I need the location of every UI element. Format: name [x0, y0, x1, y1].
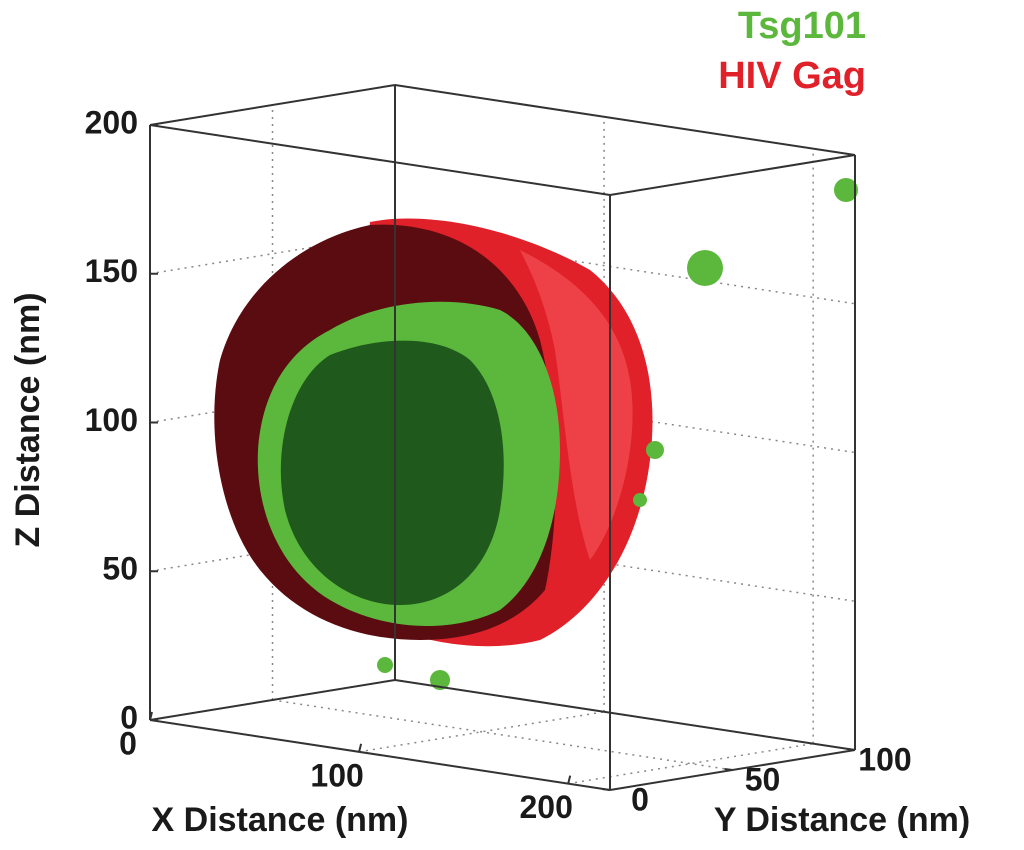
x-tick-label: 200: [519, 789, 572, 825]
box-edge: [394, 679, 856, 751]
gag-highlight: [520, 250, 633, 560]
legend-entry: Tsg101: [738, 5, 866, 47]
tsg101-speck: [646, 441, 664, 459]
tsg101-speck: [687, 250, 723, 286]
x-axis-label: X Distance (nm): [152, 801, 409, 839]
y-tick-label: 100: [858, 741, 911, 777]
box-edge: [149, 84, 396, 126]
z-tick-label: 150: [85, 253, 138, 289]
z-tick-label: 100: [85, 402, 138, 438]
z-axis-label: Z Distance (nm): [9, 292, 47, 547]
tsg101-speck: [633, 493, 647, 507]
axes-box: 0 50 100 150 200 0 100 200 0 50 100: [85, 84, 912, 825]
box-edge: [609, 154, 856, 196]
z-tick-label: 0: [120, 699, 138, 735]
z-tick-label: 50: [102, 551, 138, 587]
x-tick-label: 0: [119, 725, 137, 761]
y-axis-label: Y Distance (nm): [714, 801, 970, 839]
z-tick-label: 200: [85, 104, 138, 140]
tsg101-speck: [430, 670, 450, 690]
legend: Tsg101 HIV Gag: [718, 5, 866, 97]
tsg101-speck: [377, 657, 393, 673]
x-tick-mark: [567, 775, 572, 784]
y-grid-line: [272, 699, 733, 771]
box-edge: [394, 84, 856, 156]
tsg101-speck: [834, 178, 858, 202]
x-tick-mark: [358, 743, 363, 753]
y-tick-mark: [846, 748, 856, 751]
x-tick-label: 100: [310, 757, 363, 793]
isosurfaces: [214, 178, 858, 690]
tsg101-inner: [280, 340, 504, 605]
box-edge: [149, 719, 611, 791]
legend-entry: HIV Gag: [718, 55, 866, 97]
y-tick-mark: [601, 788, 611, 791]
box-edge: [149, 124, 611, 196]
y-tick-label: 50: [745, 761, 781, 797]
box-edge: [149, 679, 396, 721]
y-tick-mark: [724, 768, 733, 771]
y-tick-label: 0: [631, 781, 649, 817]
x-tick-mark: [149, 711, 153, 721]
